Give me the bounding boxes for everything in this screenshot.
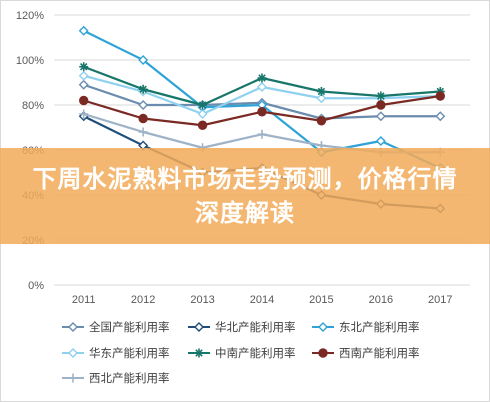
data-point [316, 87, 326, 96]
legend-label: 华北产能利用率 [215, 320, 296, 334]
data-point [138, 127, 148, 137]
legend-marker [194, 322, 204, 332]
legend-label: 东北产能利用率 [339, 320, 420, 334]
data-point [316, 93, 327, 104]
legend-marker [68, 348, 78, 358]
data-point [79, 62, 89, 72]
data-point [197, 120, 208, 130]
data-point [257, 107, 267, 117]
legend-marker [68, 373, 78, 383]
data-point [316, 116, 327, 126]
data-point [138, 84, 148, 94]
y-tick-label: 80% [22, 100, 44, 112]
legend-marker [194, 348, 204, 358]
banner-title: 下周水泥熟料市场走势预测，价格行情深度解读 [32, 165, 458, 227]
y-tick-label: 100% [16, 55, 44, 67]
data-point [375, 136, 386, 146]
legend-marker [318, 322, 328, 332]
data-point [198, 100, 208, 110]
y-tick-label: 0% [28, 280, 44, 292]
data-point [197, 109, 208, 119]
x-tick-label: 2012 [131, 294, 155, 306]
legend-label: 华东产能利用率 [89, 346, 170, 360]
x-tick-label: 2011 [72, 294, 96, 306]
data-point [138, 55, 149, 65]
data-point [375, 111, 386, 122]
data-point [78, 79, 89, 90]
legend-marker [318, 348, 328, 358]
data-point [257, 129, 267, 139]
data-point [435, 91, 445, 101]
title-banner: 下周水泥熟料市场走势预测，价格行情深度解读 [0, 148, 490, 244]
data-point [257, 73, 267, 83]
data-point [376, 91, 386, 101]
x-tick-label: 2017 [428, 294, 452, 306]
x-tick-label: 2015 [309, 294, 333, 306]
x-tick-label: 2014 [250, 294, 274, 306]
data-point [78, 25, 89, 36]
legend-marker [68, 322, 78, 332]
data-point [138, 100, 149, 110]
legend-label: 全国产能利用率 [89, 320, 170, 334]
x-tick-label: 2013 [190, 294, 214, 306]
data-point [435, 111, 446, 122]
y-tick-label: 120% [16, 10, 44, 22]
data-point [138, 113, 148, 124]
data-point [257, 82, 267, 92]
data-point [376, 100, 386, 110]
x-tick-label: 2016 [369, 294, 393, 306]
data-point [79, 109, 89, 119]
data-point [79, 95, 89, 106]
legend-label: 西南产能利用率 [339, 346, 420, 360]
data-point [78, 70, 89, 81]
legend-label: 中南产能利用率 [215, 346, 296, 360]
legend-label: 西北产能利用率 [89, 371, 170, 385]
